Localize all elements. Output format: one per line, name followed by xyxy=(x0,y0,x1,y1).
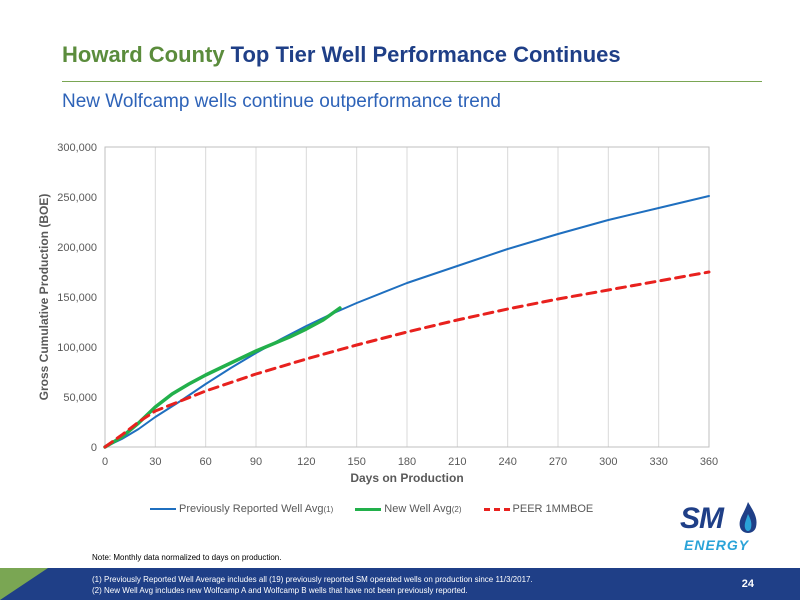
page-title: Howard County Top Tier Well Performance … xyxy=(62,42,621,68)
legend-label-previously-reported: Previously Reported Well Avg xyxy=(179,503,324,515)
x-tick-label: 270 xyxy=(549,456,567,468)
x-tick-label: 150 xyxy=(347,456,365,468)
legend-swatch-peer xyxy=(483,507,510,511)
legend-item-new-well: New Well Avg (2) xyxy=(355,503,462,515)
legend-swatch-new-well xyxy=(355,507,382,511)
title-divider xyxy=(62,81,762,82)
series-line-peer xyxy=(103,270,711,449)
page-number: 24 xyxy=(741,578,754,590)
x-axis-title: Days on Production xyxy=(350,471,463,485)
x-tick-label: 360 xyxy=(700,456,718,468)
chart-legend: Previously Reported Well Avg (1) New Well… xyxy=(150,499,615,519)
legend-sup-previously-reported: (1) xyxy=(323,504,334,514)
x-tick-label: 330 xyxy=(649,456,667,468)
x-tick-label: 90 xyxy=(250,456,262,468)
chart-note: Note: Monthly data normalized to days on… xyxy=(92,553,282,562)
x-tick-label: 60 xyxy=(200,456,212,468)
y-axis-title: Gross Cumulative Production (BOE) xyxy=(37,194,51,401)
x-tick-label: 180 xyxy=(398,456,416,468)
y-tick-label: 250,000 xyxy=(57,192,97,204)
flame-icon xyxy=(739,502,757,533)
series-line-new-well xyxy=(103,306,342,449)
plot-frame xyxy=(104,146,710,448)
footnote-2: (2) New Well Avg includes new Wolfcamp A… xyxy=(92,586,468,595)
footer-accent xyxy=(0,568,48,600)
production-chart: 0 50,000 100,000 150,000 200,000 250,000 300,0… xyxy=(37,142,718,485)
legend-label-peer: PEER 1MMBOE xyxy=(512,503,594,515)
x-tick-label: 240 xyxy=(498,456,516,468)
legend-item-peer: PEER 1MMBOE xyxy=(483,503,594,515)
x-tick-label: 210 xyxy=(448,456,466,468)
y-tick-label: 0 xyxy=(91,442,97,454)
legend-sup-new-well: (2) xyxy=(451,504,462,514)
logo-sm-text: SM xyxy=(680,502,724,535)
title-county: Howard County xyxy=(62,42,225,67)
x-tick-label: 120 xyxy=(297,456,315,468)
y-tick-label: 150,000 xyxy=(57,292,97,304)
sm-energy-logo: SM ENERGY xyxy=(672,500,768,556)
legend-item-previously-reported: Previously Reported Well Avg (1) xyxy=(150,503,333,515)
legend-swatch-previously-reported xyxy=(150,508,176,510)
legend-label-new-well: New Well Avg xyxy=(384,503,452,515)
y-tick-label: 300,000 xyxy=(57,142,97,154)
x-tick-label: 30 xyxy=(149,456,161,468)
logo-energy-text: ENERGY xyxy=(684,537,750,553)
x-tick-label: 0 xyxy=(102,456,108,468)
footnote-1: (1) Previously Reported Well Average inc… xyxy=(92,575,533,584)
y-tick-label: 100,000 xyxy=(57,342,97,354)
title-main: Top Tier Well Performance Continues xyxy=(224,42,621,67)
footer-bar: (1) Previously Reported Well Average inc… xyxy=(0,568,800,600)
x-tick-label: 300 xyxy=(599,456,617,468)
y-tick-label: 200,000 xyxy=(57,242,97,254)
y-tick-label: 50,000 xyxy=(63,392,97,404)
page-subtitle: New Wolfcamp wells continue outperforman… xyxy=(62,91,501,112)
series-line-previously-reported xyxy=(104,195,710,448)
